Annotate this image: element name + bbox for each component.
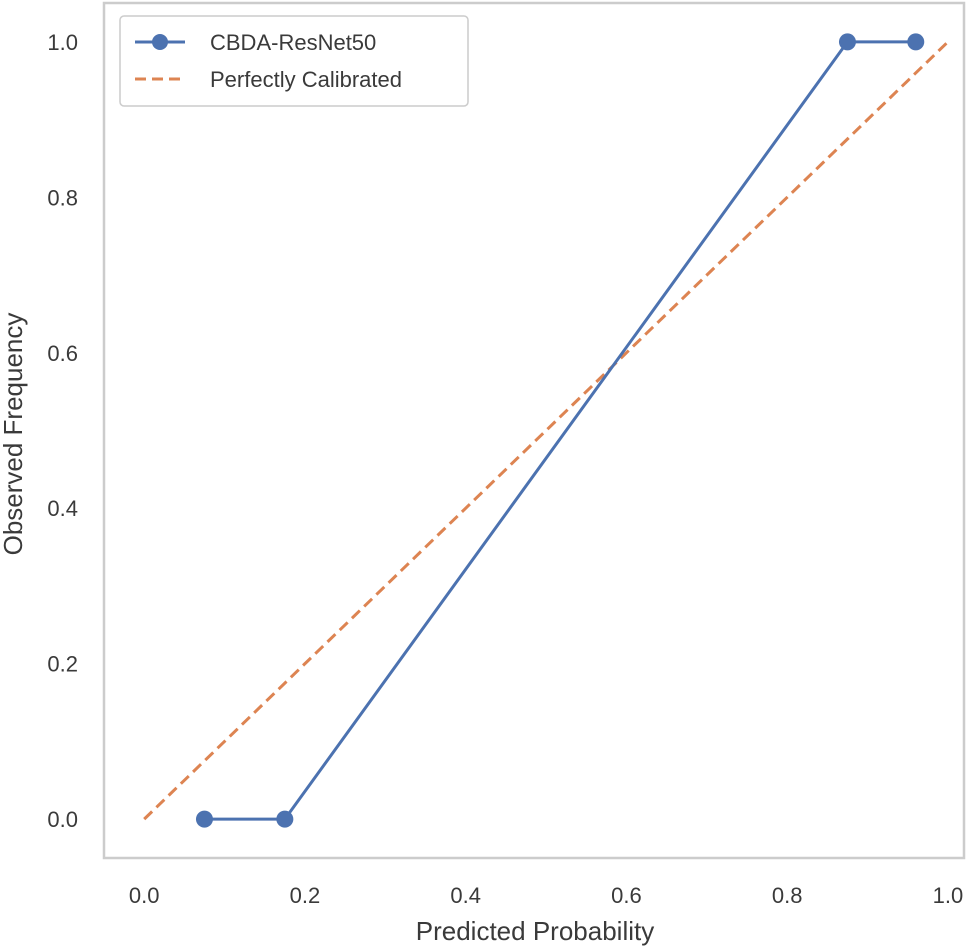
y-tick-label: 0.6 (47, 341, 78, 366)
y-tick-label: 0.0 (47, 807, 78, 832)
x-tick-label: 0.2 (290, 883, 321, 908)
y-tick-label: 0.2 (47, 652, 78, 677)
series-line-cbda (204, 40, 916, 821)
point-cbda-2 (838, 33, 856, 51)
x-tick-label: 0.8 (772, 883, 803, 908)
legend-label-cbda: CBDA-ResNet50 (210, 30, 376, 55)
legend-marker-cbda (152, 34, 168, 50)
y-tick-labels: 0.0 0.2 0.4 0.6 0.8 1.0 (47, 30, 78, 832)
legend-label-perfect: Perfectly Calibrated (210, 67, 402, 92)
series-layer (143, 33, 949, 828)
y-tick-label: 0.8 (47, 185, 78, 210)
x-axis-label: Predicted Probability (416, 916, 654, 946)
plot-area-frame (102, 1, 966, 860)
x-tick-label: 0.4 (450, 883, 481, 908)
x-tick-label: 0.6 (611, 883, 642, 908)
legend: CBDA-ResNet50 Perfectly Calibrated (119, 15, 469, 107)
legend-box (119, 15, 469, 107)
y-axis-label: Observed Frequency (0, 313, 28, 556)
y-tick-label: 1.0 (47, 30, 78, 55)
x-tick-label: 0.0 (129, 883, 160, 908)
y-tick-label: 0.4 (47, 496, 78, 521)
point-cbda-3 (907, 33, 925, 51)
x-tick-labels: 0.0 0.2 0.4 0.6 0.8 1.0 (129, 883, 963, 908)
point-cbda-1 (276, 810, 294, 828)
point-cbda-0 (195, 810, 213, 828)
x-tick-label: 1.0 (933, 883, 964, 908)
